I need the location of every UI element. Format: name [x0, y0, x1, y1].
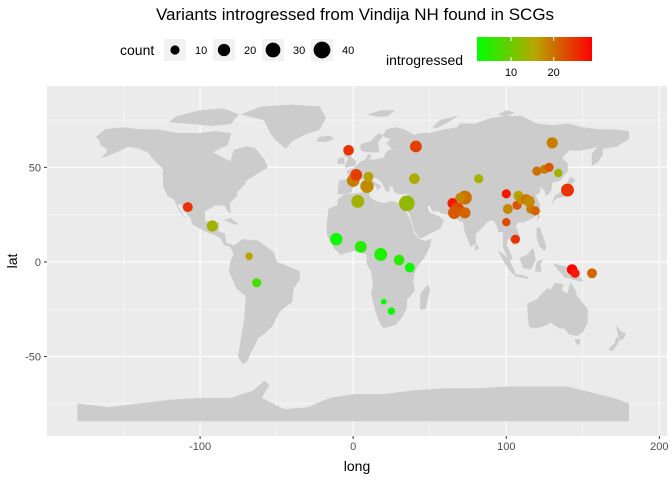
x-tick-label: -100	[189, 441, 211, 453]
data-point	[252, 278, 262, 288]
land-greenland	[241, 104, 326, 149]
size-legend-label: 20	[244, 45, 256, 57]
data-point	[510, 234, 520, 244]
size-legend-key	[170, 45, 180, 55]
x-axis-label: long	[344, 458, 370, 474]
data-point	[523, 195, 535, 207]
x-tick-label: 200	[650, 441, 668, 453]
data-point	[570, 268, 580, 278]
data-point	[343, 145, 354, 156]
data-point	[363, 171, 374, 182]
data-point	[455, 192, 466, 203]
land-tasmania	[574, 339, 580, 345]
data-point	[410, 140, 422, 153]
data-point	[374, 247, 388, 261]
size-legend-key	[313, 41, 331, 59]
data-point	[360, 179, 374, 193]
x-tick-label: 0	[350, 441, 356, 453]
land-australia	[527, 282, 588, 336]
data-point	[387, 307, 396, 315]
y-tick-label: 50	[29, 162, 41, 174]
land-sumatra	[498, 251, 516, 274]
y-tick-label: 0	[35, 257, 41, 269]
data-point	[399, 195, 415, 212]
chart-title: Variants introgressed from Vindija NH fo…	[156, 5, 554, 24]
data-point	[393, 254, 405, 266]
data-point	[182, 202, 193, 213]
y-axis-label: lat	[4, 254, 20, 269]
data-point	[530, 206, 540, 216]
land-south-america	[228, 238, 300, 365]
land-ireland	[337, 157, 345, 164]
color-legend-title: introgressed	[386, 52, 463, 68]
data-point	[532, 166, 542, 176]
land-arctic-islands	[169, 108, 239, 126]
land-java	[513, 273, 528, 279]
size-legend-label: 30	[293, 45, 305, 57]
color-legend: introgressed 10 20	[386, 37, 592, 79]
colorbar	[477, 37, 592, 61]
size-legend-label: 10	[195, 45, 207, 57]
land-north-america	[95, 127, 268, 248]
size-legend-key	[265, 42, 281, 58]
land-iceland	[316, 135, 334, 143]
land-sri-lanka	[475, 243, 479, 251]
colorbar-tick-label: 20	[548, 67, 560, 79]
data-point	[409, 173, 420, 184]
data-point	[206, 220, 218, 232]
size-legend-title: count	[120, 42, 154, 58]
data-point	[544, 162, 554, 172]
land-taiwan	[536, 214, 541, 221]
data-points	[182, 137, 597, 315]
land-madagascar	[420, 284, 430, 310]
data-point	[502, 218, 511, 227]
land-new-zealand	[608, 326, 626, 352]
land-borneo	[519, 248, 536, 270]
land-novaya-zemlya	[432, 116, 458, 128]
data-point	[474, 174, 484, 184]
land-cuba	[222, 218, 239, 225]
data-point	[587, 268, 597, 279]
y-axis: -50 0 50	[25, 162, 47, 364]
data-point	[459, 207, 471, 219]
x-axis: -100 0 100 200	[189, 436, 669, 453]
size-legend-key	[217, 43, 231, 57]
data-point	[245, 252, 253, 261]
size-legend: count 10 20 30 40	[120, 39, 354, 61]
data-point	[501, 189, 511, 199]
land-sulawesi	[535, 259, 544, 272]
land-philippines	[536, 227, 547, 251]
x-tick-label: 100	[497, 441, 515, 453]
colorbar-tick-label: 10	[505, 67, 517, 79]
data-point	[330, 233, 343, 246]
data-point	[502, 204, 513, 214]
y-tick-label: -50	[25, 352, 41, 364]
data-point	[380, 298, 387, 305]
data-point	[354, 240, 367, 253]
data-point	[350, 169, 363, 181]
data-point	[554, 168, 563, 178]
land-severnaya-zemlya	[498, 110, 515, 117]
data-point	[546, 137, 558, 149]
land-svalbard	[368, 110, 395, 117]
data-point	[448, 206, 461, 219]
land-arabian-peninsula-fill	[408, 204, 444, 238]
data-point	[351, 194, 365, 208]
data-point	[404, 262, 415, 273]
land-antarctica	[77, 380, 629, 422]
land-eurasia	[337, 116, 629, 261]
size-legend-label: 40	[342, 45, 354, 57]
data-point	[561, 183, 574, 197]
